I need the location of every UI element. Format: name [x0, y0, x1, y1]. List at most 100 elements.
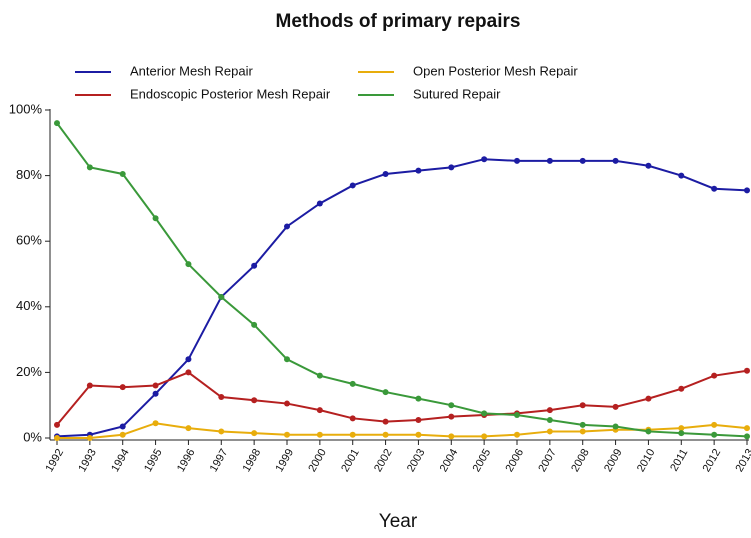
data-point [448, 413, 455, 420]
x-tick-label: 2005 [471, 447, 494, 474]
data-point [711, 185, 718, 192]
data-point [218, 394, 225, 400]
data-point [546, 416, 553, 423]
data-point [349, 415, 356, 422]
x-tick-label: 2008 [569, 447, 592, 474]
data-point [678, 172, 685, 179]
x-tick-label: 2001 [339, 447, 362, 474]
data-point [218, 293, 225, 300]
chart-title: Methods of primary repairs [276, 11, 521, 32]
x-tick-label: 2000 [306, 447, 329, 474]
data-point [579, 157, 586, 164]
data-point [678, 430, 685, 437]
x-tick-label: 2010 [635, 447, 658, 474]
data-point [185, 425, 192, 432]
data-point [481, 433, 488, 440]
data-point [546, 157, 553, 164]
data-point [612, 403, 619, 410]
data-point [284, 400, 290, 407]
data-point [579, 428, 586, 435]
data-point [448, 433, 455, 440]
data-point [645, 162, 652, 169]
data-point [678, 425, 685, 432]
x-tick-label: 2011 [668, 447, 690, 473]
data-point [54, 120, 60, 127]
data-point [54, 421, 60, 428]
data-point [382, 170, 389, 177]
data-point [514, 412, 520, 419]
data-point [119, 431, 126, 438]
data-point [316, 200, 323, 207]
data-point [284, 356, 290, 363]
x-axis-title: Year [379, 511, 418, 532]
data-point [415, 167, 422, 174]
data-point [119, 170, 126, 177]
data-point [86, 382, 93, 389]
data-point [185, 261, 192, 268]
data-point [415, 416, 422, 423]
data-point [152, 382, 159, 389]
data-point [448, 402, 455, 409]
data-point [251, 397, 258, 404]
data-point [86, 164, 93, 171]
data-point [316, 372, 323, 379]
data-point [185, 356, 192, 363]
x-tick-label: 2003 [405, 447, 428, 474]
series-line [56, 369, 748, 426]
data-point [316, 407, 323, 414]
x-tick-label: 1993 [76, 447, 99, 474]
x-tick-label: 2013 [733, 447, 751, 474]
x-tick-label: 1994 [109, 447, 132, 474]
x-tick-label: 1996 [175, 447, 198, 474]
y-tick-label: 40% [16, 298, 42, 313]
x-tick-label: 2006 [503, 447, 526, 474]
legend-label: Open Posterior Mesh Repair [413, 63, 578, 78]
legend-label: Sutured Repair [413, 86, 501, 101]
data-point [744, 433, 750, 440]
data-point [54, 435, 60, 441]
data-point [152, 390, 159, 397]
data-point [579, 402, 586, 409]
x-tick-label: 2012 [701, 447, 724, 474]
data-point [546, 428, 553, 435]
data-point [711, 421, 718, 428]
data-point [382, 418, 389, 425]
data-point [744, 425, 750, 432]
legend-label: Endoscopic Posterior Mesh Repair [130, 86, 331, 101]
data-point [645, 428, 652, 435]
data-point [514, 431, 520, 438]
data-point [349, 182, 356, 189]
data-point [152, 215, 159, 222]
data-point [514, 157, 520, 164]
data-point [218, 428, 225, 435]
data-point [284, 431, 290, 438]
data-point [612, 157, 619, 164]
data-point [579, 421, 586, 428]
data-point [316, 431, 323, 438]
data-point [546, 407, 553, 414]
data-point [349, 380, 356, 387]
data-point [744, 187, 750, 194]
data-point [744, 367, 750, 374]
x-tick-label: 2009 [602, 447, 625, 474]
data-point [481, 410, 488, 417]
data-point [481, 156, 488, 163]
data-point [185, 369, 192, 376]
series-line [56, 122, 748, 438]
data-point [645, 395, 652, 402]
data-point [382, 431, 389, 438]
x-tick-label: 1992 [43, 447, 66, 474]
data-point [678, 385, 685, 392]
data-point [251, 430, 258, 437]
data-point [284, 223, 290, 230]
data-point [382, 389, 389, 396]
y-tick-label: 80% [16, 167, 42, 182]
data-point [86, 435, 93, 441]
x-tick-label: 2004 [438, 447, 461, 474]
data-point [119, 423, 126, 430]
legend-label: Anterior Mesh Repair [130, 63, 253, 78]
data-point [251, 321, 258, 328]
data-point [612, 423, 619, 430]
data-point [711, 372, 718, 379]
